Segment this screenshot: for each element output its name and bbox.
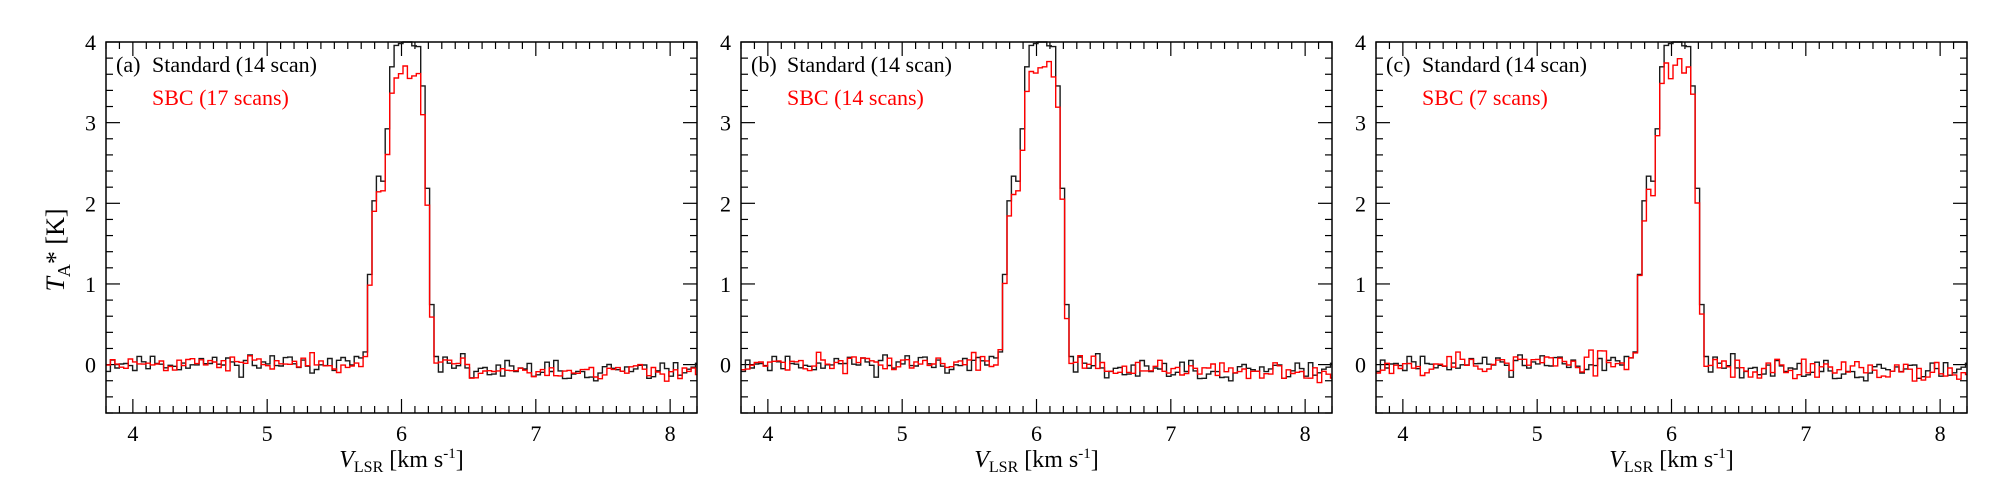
panel-c-x-axis-title: VLSR [km s-1] [1609,446,1734,476]
panel-b-y-tick-labels: 0 1 2 3 4 [720,30,731,378]
x-tick-label: 7 [530,421,541,446]
x-tick-label: 6 [1666,421,1677,446]
panel-c-label: (c) [1386,52,1410,77]
x-tick-label: 4 [127,421,138,446]
panel-b-sbc-series-line [741,60,1332,384]
panel-c: 4 5 6 7 8 0 1 2 3 4 (c) Standard (14 scan) SBC (… [1355,30,1968,476]
panel-c-legend-standard: Standard (14 scan) [1422,52,1587,77]
x-tick-label: 4 [1397,421,1408,446]
panel-a-x-tick-labels: 4 5 6 7 8 [127,421,675,446]
panel-a-frame [105,41,698,414]
y-tick-label: 0 [720,353,731,378]
y-tick-label: 1 [85,272,96,297]
y-tick-label: 3 [85,111,96,136]
panel-c-standard-series-line [1376,41,1967,382]
panel-c-legend-sbc: SBC (7 scans) [1422,85,1548,110]
y-tick-label: 3 [1355,111,1366,136]
x-tick-label: 7 [1165,421,1176,446]
y-tick-label: 0 [1355,353,1366,378]
y-tick-label: 1 [1355,272,1366,297]
panel-c-sbc-series-line [1376,58,1967,382]
panel-b-frame [740,41,1333,414]
x-tick-label: 4 [762,421,773,446]
x-tick-label: 5 [262,421,273,446]
panel-c-ticks [1375,41,1968,414]
panel-a-standard-series-line [106,41,697,382]
panel-a-label: (a) [116,52,140,77]
panel-c-x-tick-labels: 4 5 6 7 8 [1397,421,1945,446]
x-tick-label: 7 [1800,421,1811,446]
panel-a-sbc-series-line [106,65,697,382]
x-tick-label: 8 [1935,421,1946,446]
x-tick-label: 5 [897,421,908,446]
panel-c-y-tick-labels: 0 1 2 3 4 [1355,30,1366,378]
y-tick-label: 2 [720,191,731,216]
y-tick-label: 4 [720,30,731,55]
x-tick-label: 6 [1031,421,1042,446]
y-tick-label: 1 [720,272,731,297]
x-tick-label: 6 [396,421,407,446]
panel-b: 4 5 6 7 8 0 1 2 3 4 (b) Standard (14 scan) SBC (… [720,30,1333,476]
y-tick-label: 2 [85,191,96,216]
panel-a-y-tick-labels: 0 1 2 3 4 [85,30,96,378]
y-tick-label: 0 [85,353,96,378]
y-tick-label: 4 [85,30,96,55]
panel-a-legend-sbc: SBC (17 scans) [152,85,289,110]
y-tick-label: 2 [1355,191,1366,216]
panel-b-legend-sbc: SBC (14 scans) [787,85,924,110]
panel-b-x-tick-labels: 4 5 6 7 8 [762,421,1310,446]
x-tick-label: 5 [1532,421,1543,446]
y-axis-title: TA* [K] [41,208,74,291]
panel-a-x-axis-title: VLSR [km s-1] [339,446,464,476]
y-tick-label: 3 [720,111,731,136]
panel-a-legend-standard: Standard (14 scan) [152,52,317,77]
panel-b-label: (b) [751,52,777,77]
x-tick-label: 8 [665,421,676,446]
panel-c-frame [1375,41,1968,414]
panel-b-legend-standard: Standard (14 scan) [787,52,952,77]
panel-b-x-axis-title: VLSR [km s-1] [974,446,1099,476]
y-tick-label: 4 [1355,30,1366,55]
panel-a: 4 5 6 7 8 0 1 2 3 4 (a) Standard (14 scan) SBC (… [85,30,698,476]
x-tick-label: 8 [1300,421,1311,446]
